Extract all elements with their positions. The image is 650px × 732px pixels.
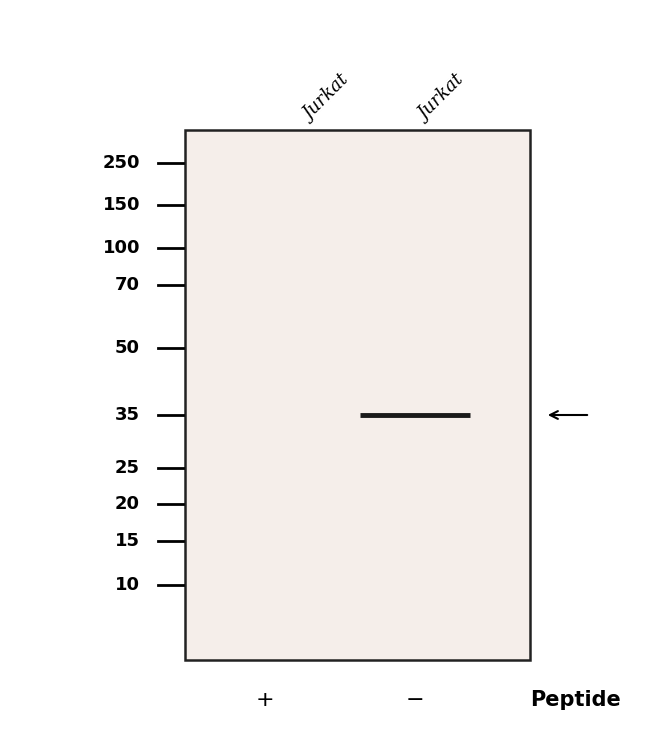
Text: 150: 150: [103, 196, 140, 214]
Bar: [185, 130, 530, 660]
Text: Peptide: Peptide: [530, 690, 621, 710]
Text: 35: 35: [115, 406, 140, 424]
Text: −: −: [406, 690, 424, 710]
Text: 10: 10: [115, 576, 140, 594]
Text: Jurkat: Jurkat: [300, 72, 352, 125]
Text: 50: 50: [115, 339, 140, 357]
Text: 15: 15: [115, 532, 140, 550]
Text: 250: 250: [103, 154, 140, 172]
Text: Jurkat: Jurkat: [415, 72, 467, 125]
Text: +: +: [255, 690, 274, 710]
Text: 25: 25: [115, 459, 140, 477]
Text: 70: 70: [115, 276, 140, 294]
Text: 100: 100: [103, 239, 140, 257]
Text: 20: 20: [115, 495, 140, 513]
